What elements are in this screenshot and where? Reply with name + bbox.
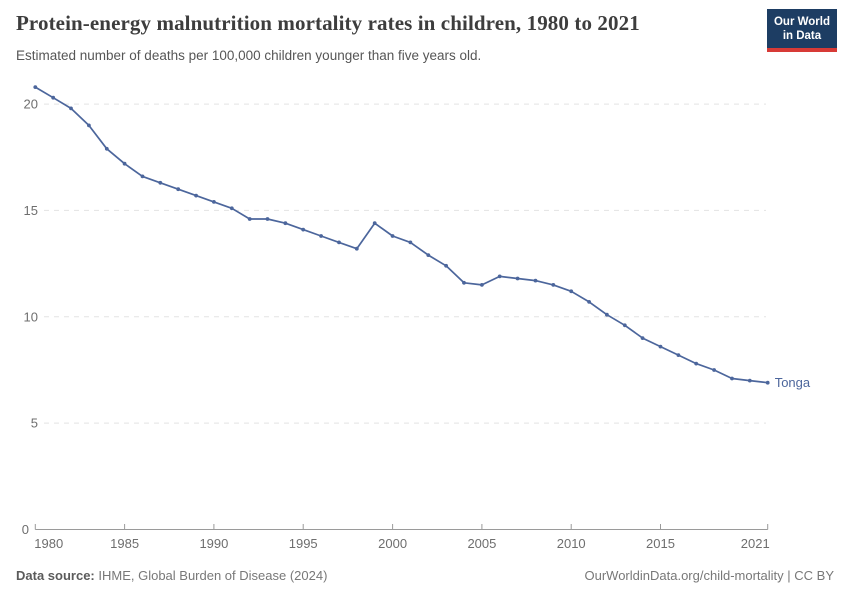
data-point[interactable]	[426, 253, 431, 257]
owid-logo[interactable]: Our World in Data	[766, 9, 837, 52]
data-point[interactable]	[194, 193, 199, 198]
data-point[interactable]	[390, 234, 395, 238]
data-source-label: Data source:	[16, 568, 95, 583]
data-point[interactable]	[372, 221, 377, 226]
x-axis-tick-label: 1995	[289, 536, 318, 551]
series-line-tonga[interactable]	[34, 86, 769, 384]
data-source-text: IHME, Global Burden of Disease (2024)	[94, 568, 328, 583]
owid-logo-line1: Our World	[773, 16, 830, 28]
y-axis-tick-label: 0	[22, 522, 29, 537]
data-point[interactable]	[229, 206, 234, 211]
data-point[interactable]	[551, 283, 556, 287]
data-point[interactable]	[622, 323, 627, 328]
data-point[interactable]	[319, 234, 323, 238]
data-point[interactable]	[712, 368, 716, 372]
owid-logo-line2: in Data	[782, 30, 822, 43]
data-point[interactable]	[515, 276, 520, 281]
series-end-label[interactable]: Tonga	[775, 375, 811, 390]
x-axis-tick-label: 1985	[110, 536, 139, 551]
data-point[interactable]	[283, 221, 288, 226]
data-point[interactable]	[354, 246, 359, 251]
data-point[interactable]	[158, 180, 163, 185]
data-point[interactable]	[33, 85, 38, 89]
data-point[interactable]	[140, 174, 145, 179]
y-axis-tick-label: 20	[24, 97, 38, 112]
data-point[interactable]	[533, 278, 538, 283]
data-point[interactable]	[69, 106, 73, 111]
data-source-line: Data source: IHME, Global Burden of Dise…	[16, 568, 327, 583]
data-point[interactable]	[730, 376, 734, 381]
data-point[interactable]	[640, 336, 645, 340]
x-axis-tick-label: 2021	[741, 536, 770, 551]
data-point[interactable]	[301, 227, 306, 232]
data-point[interactable]	[176, 187, 181, 192]
data-point[interactable]	[658, 344, 663, 349]
x-axis-tick-label: 1990	[199, 536, 228, 551]
data-point[interactable]	[104, 146, 109, 151]
data-point[interactable]	[497, 274, 502, 279]
data-point[interactable]	[444, 263, 448, 268]
data-point[interactable]	[480, 283, 484, 287]
data-point[interactable]	[747, 378, 752, 383]
y-axis-tick-label: 5	[31, 416, 38, 431]
x-axis-tick-label: 2005	[467, 536, 496, 551]
credit-link[interactable]: OurWorldinData.org/child-mortality | CC …	[584, 568, 835, 583]
data-point[interactable]	[265, 217, 270, 221]
chart-subtitle: Estimated number of deaths per 100,000 c…	[16, 48, 482, 63]
data-point[interactable]	[87, 123, 91, 128]
x-axis-tick-label: 2010	[557, 536, 586, 551]
data-point[interactable]	[247, 217, 252, 221]
data-point[interactable]	[605, 312, 609, 317]
data-point[interactable]	[212, 200, 216, 204]
data-point[interactable]	[765, 380, 770, 385]
x-axis-tick-label: 1980	[34, 536, 63, 551]
data-point[interactable]	[694, 361, 699, 366]
data-point[interactable]	[569, 289, 574, 294]
data-point[interactable]	[676, 353, 681, 357]
data-point[interactable]	[587, 300, 591, 304]
data-point[interactable]	[337, 240, 341, 245]
data-point[interactable]	[462, 280, 466, 285]
x-axis-tick-label: 2000	[378, 536, 407, 551]
y-axis-tick-label: 15	[24, 203, 38, 218]
x-axis-tick-label: 2015	[646, 536, 675, 551]
data-point[interactable]	[408, 240, 413, 245]
data-point[interactable]	[51, 95, 56, 100]
chart-title: Protein-energy malnutrition mortality ra…	[16, 11, 640, 35]
y-axis-tick-label: 10	[24, 309, 38, 324]
data-point[interactable]	[122, 161, 127, 166]
